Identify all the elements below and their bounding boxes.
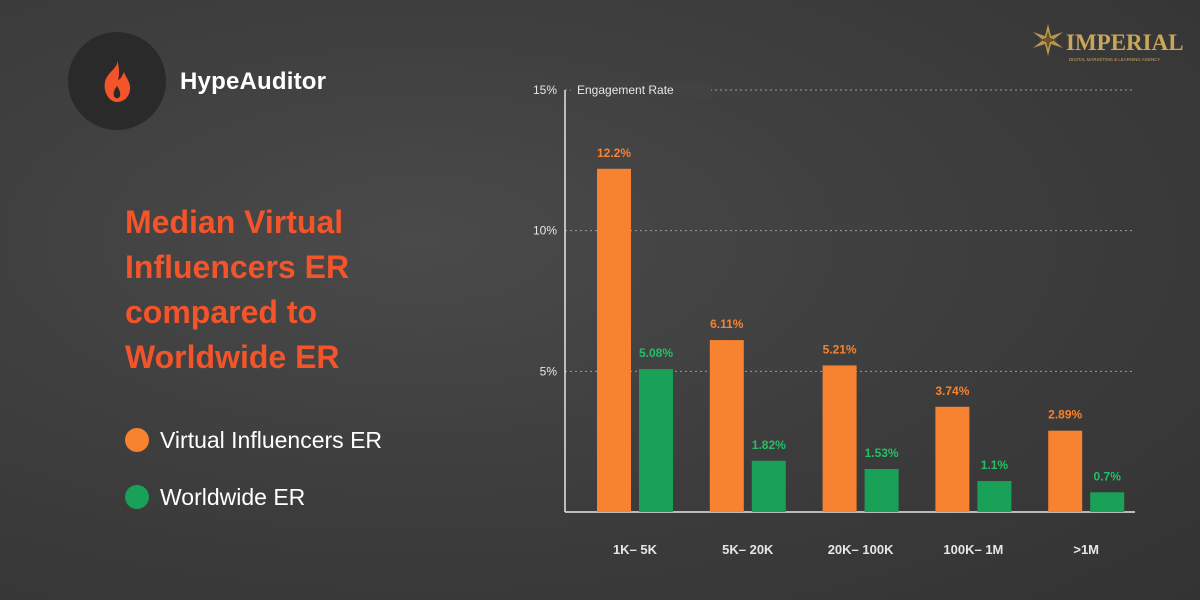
bar-virtual: [597, 168, 631, 513]
y-tick-label: 15%: [533, 83, 557, 97]
y-tick-label: 5%: [540, 364, 558, 378]
legend-swatch-virtual: [125, 428, 149, 452]
bar-virtual: [1048, 430, 1083, 512]
bar-virtual: [935, 406, 970, 512]
legend-label-virtual: Virtual Influencers ER: [160, 426, 383, 453]
legend-item-worldwide: Worldwide ER: [125, 482, 382, 512]
y-axis-title-bg: [571, 82, 711, 98]
chart-legend: Virtual Influencers ER Worldwide ER: [125, 425, 382, 539]
bar-worldwide: [751, 460, 786, 512]
x-tick-label: 5K– 20K: [722, 542, 774, 557]
bar-virtual: [822, 365, 857, 512]
partner-name: IMPERIAL: [1066, 30, 1184, 55]
brand-name: HypeAuditor: [180, 68, 327, 95]
x-tick-label: 100K– 1M: [943, 542, 1003, 557]
data-label-virtual: 5.21%: [823, 342, 857, 356]
partner-tagline: DIGITAL MARKETING & LEARNING AGENCY: [1069, 57, 1160, 62]
data-label-worldwide: 0.7%: [1094, 469, 1122, 483]
data-label-worldwide: 1.53%: [865, 446, 899, 460]
x-tick-label: 20K– 100K: [828, 542, 894, 557]
y-axis-title: Engagement Rate: [577, 83, 674, 97]
headline: Median Virtual Influencers ER compared t…: [125, 204, 350, 375]
x-tick-label: 1K– 5K: [613, 542, 658, 557]
legend-swatch-worldwide: [125, 485, 149, 509]
partner-logo: IMPERIAL DIGITAL MARKETING & LEARNING AG…: [1033, 24, 1184, 62]
legend-item-virtual: Virtual Influencers ER: [125, 425, 382, 455]
data-label-virtual: 2.89%: [1048, 408, 1082, 422]
bar-worldwide: [977, 481, 1012, 512]
x-tick-label: >1M: [1073, 542, 1099, 557]
y-tick-label: 10%: [533, 224, 557, 238]
data-label-virtual: 12.2%: [597, 146, 631, 160]
legend-label-worldwide: Worldwide ER: [160, 483, 306, 510]
bar-virtual: [709, 340, 744, 512]
data-label-worldwide: 1.1%: [981, 458, 1009, 472]
flame-icon: [104, 60, 131, 102]
bar-worldwide: [864, 468, 899, 512]
bar-worldwide: [639, 369, 673, 512]
data-label-worldwide: 5.08%: [639, 346, 673, 360]
star-emblem-icon: [1033, 24, 1063, 56]
data-label-virtual: 6.11%: [710, 317, 744, 331]
data-label-virtual: 3.74%: [935, 384, 969, 398]
data-label-worldwide: 1.82%: [752, 438, 786, 452]
brand-logo: [68, 32, 166, 130]
bar-worldwide: [1090, 492, 1125, 512]
